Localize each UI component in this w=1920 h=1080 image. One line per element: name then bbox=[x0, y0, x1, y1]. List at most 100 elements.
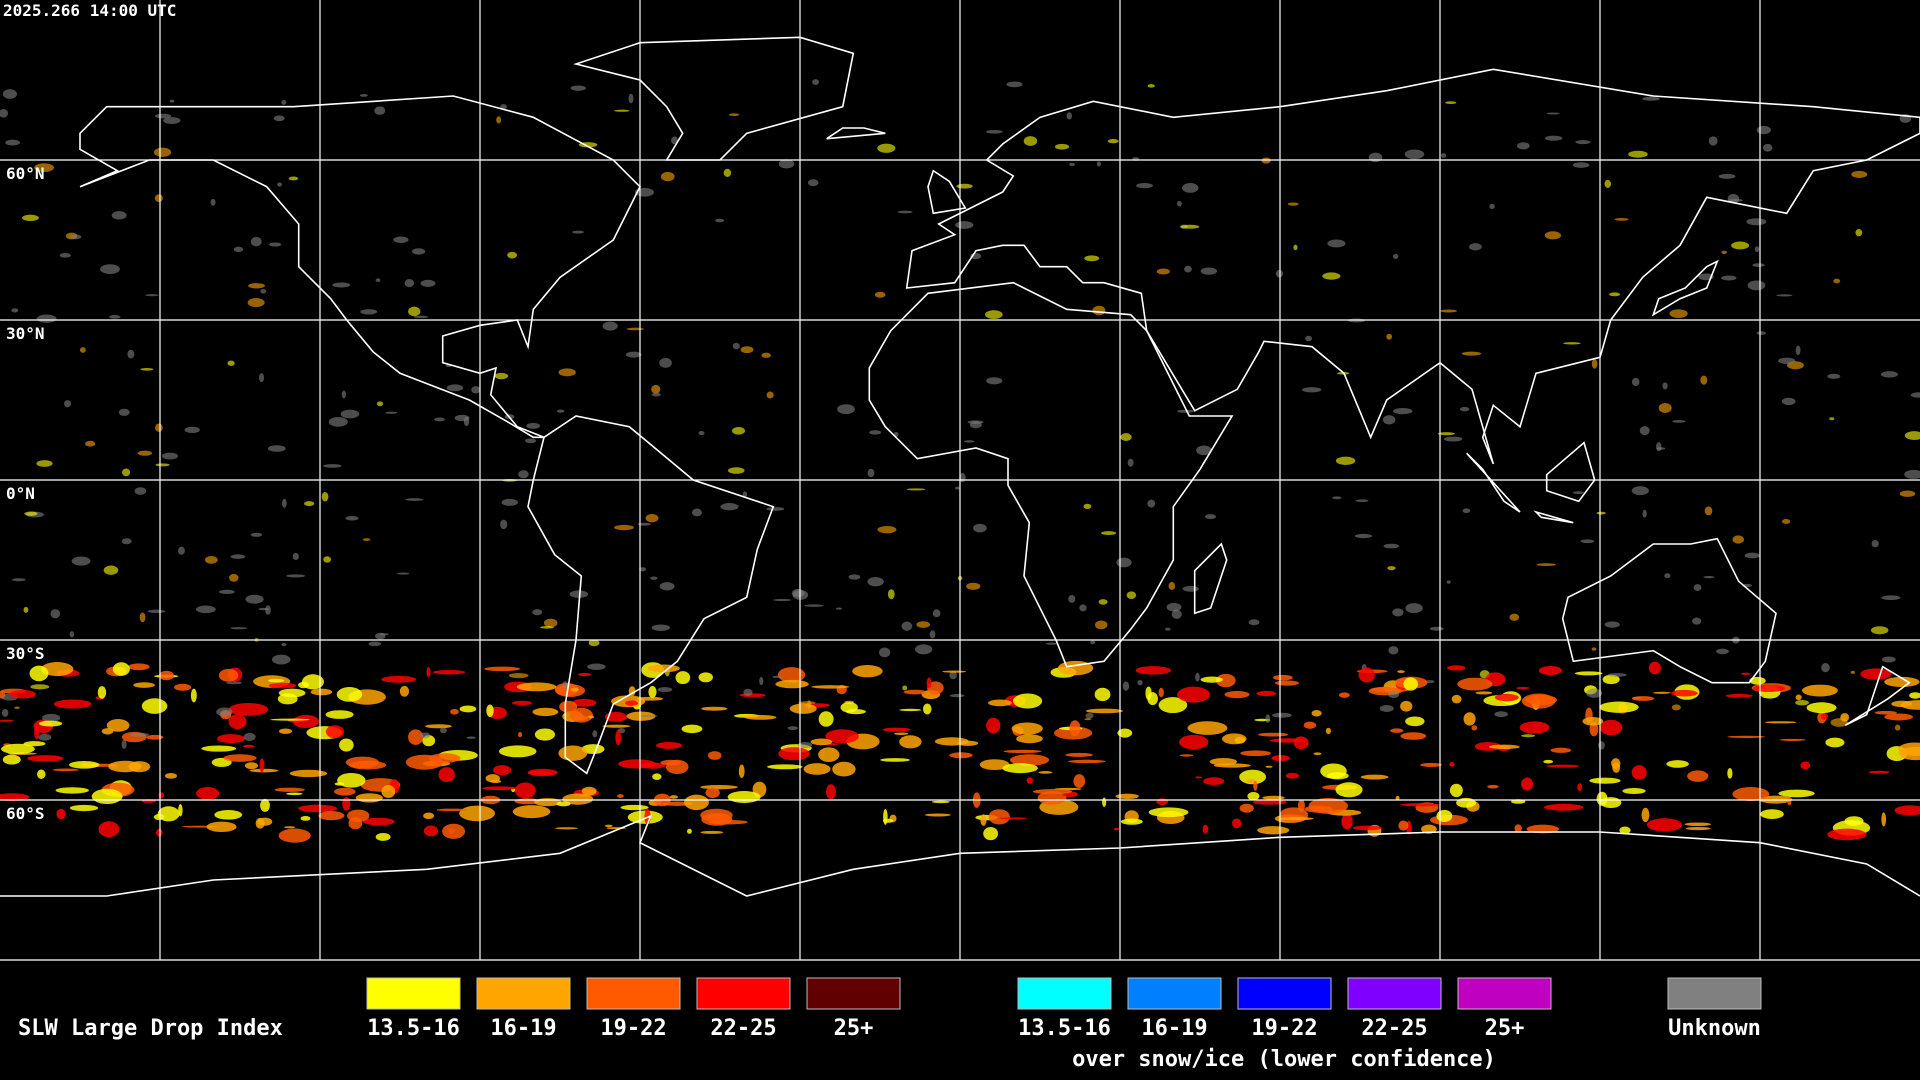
cloud-patch bbox=[1544, 135, 1563, 141]
cloud-patch bbox=[1147, 499, 1156, 508]
cloud-patch bbox=[932, 609, 941, 618]
cloud-patch bbox=[1802, 684, 1838, 697]
cloud-patch bbox=[1840, 713, 1850, 722]
cloud-patch bbox=[1180, 224, 1200, 229]
cloud-patch bbox=[325, 710, 354, 719]
cloud-patch bbox=[1165, 627, 1171, 631]
coastline bbox=[826, 127, 886, 140]
cloud-patch bbox=[1303, 721, 1317, 729]
coastline bbox=[1193, 542, 1228, 615]
cloud-patch bbox=[701, 706, 728, 711]
cloud-patch bbox=[52, 768, 79, 772]
cloud-patch bbox=[121, 739, 127, 749]
cloud-patch bbox=[882, 727, 911, 732]
cloud-patch bbox=[22, 214, 39, 222]
cloud-patch bbox=[496, 116, 502, 124]
legend-swatch bbox=[586, 977, 681, 1010]
cloud-patch bbox=[602, 321, 618, 331]
cloud-patch bbox=[1572, 491, 1585, 494]
cloud-patch bbox=[336, 687, 363, 702]
cloud-patch bbox=[404, 279, 415, 288]
cloud-patch bbox=[720, 503, 739, 511]
cloud-patch bbox=[174, 683, 192, 691]
cloud-patch bbox=[288, 176, 299, 181]
cloud-patch bbox=[1045, 642, 1058, 645]
legend-label: 25+ bbox=[1485, 1016, 1525, 1041]
cloud-patch bbox=[1355, 499, 1369, 502]
cloud-patch bbox=[514, 782, 536, 799]
cloud-patch bbox=[1732, 787, 1770, 802]
cloud-patch bbox=[425, 724, 452, 729]
cloud-patch bbox=[459, 805, 495, 822]
cloud-patch bbox=[604, 711, 627, 722]
cloud-patch bbox=[1216, 673, 1236, 688]
cloud-patch bbox=[1302, 387, 1322, 393]
cloud-patch bbox=[1628, 150, 1648, 158]
cloud-patch bbox=[1085, 708, 1123, 714]
legend-label: 19-22 bbox=[600, 1016, 666, 1041]
cloud-patch bbox=[1489, 203, 1495, 210]
cloud-patch bbox=[684, 794, 709, 811]
cloud-patch bbox=[985, 310, 1003, 319]
cloud-patch bbox=[1904, 469, 1920, 479]
cloud-patch bbox=[1580, 539, 1595, 544]
cloud-patch bbox=[1069, 720, 1081, 737]
cloud-patch bbox=[1685, 826, 1711, 831]
cloud-patch bbox=[848, 574, 861, 580]
cloud-patch bbox=[1113, 827, 1120, 831]
cloud-patch bbox=[2, 89, 17, 99]
cloud-patch bbox=[1880, 371, 1898, 378]
cloud-patch bbox=[1509, 613, 1520, 621]
cloud-patch bbox=[1827, 373, 1841, 379]
cloud-patch bbox=[929, 630, 936, 639]
cloud-patch bbox=[140, 368, 154, 371]
cloud-patch bbox=[1195, 672, 1200, 682]
cloud-patch bbox=[618, 759, 656, 769]
cloud-patch bbox=[1451, 694, 1462, 704]
cloud-patch bbox=[665, 759, 689, 775]
cloud-patch bbox=[281, 643, 287, 647]
cloud-patch bbox=[1910, 392, 1920, 398]
cloud-patch bbox=[761, 352, 771, 358]
legend-swatch bbox=[1667, 977, 1762, 1010]
cloud-patch bbox=[442, 823, 466, 839]
cloud-patch bbox=[1669, 309, 1688, 318]
cloud-patch bbox=[381, 784, 396, 798]
cloud-patch bbox=[1354, 533, 1373, 539]
cloud-patch bbox=[1311, 710, 1322, 717]
cloud-patch bbox=[899, 735, 922, 749]
cloud-patch bbox=[1874, 710, 1897, 715]
cloud-patch bbox=[639, 567, 647, 572]
cloud-patch bbox=[340, 409, 360, 419]
cloud-patch bbox=[79, 347, 86, 353]
cloud-patch bbox=[518, 732, 523, 738]
cloud-patch bbox=[1521, 777, 1534, 791]
cloud-patch bbox=[556, 409, 565, 413]
cloud-patch bbox=[423, 825, 439, 837]
cloud-patch bbox=[1526, 824, 1559, 834]
cloud-patch bbox=[1003, 749, 1042, 754]
cloud-patch bbox=[304, 501, 315, 507]
cloud-patch bbox=[1026, 777, 1034, 784]
legend-swatch bbox=[476, 977, 571, 1010]
cloud-patch bbox=[1900, 700, 1920, 710]
cloud-patch bbox=[988, 809, 1010, 825]
cloud-patch bbox=[420, 732, 431, 739]
cloud-patch bbox=[931, 800, 950, 804]
cloud-patch bbox=[1692, 617, 1702, 625]
cloud-patch bbox=[230, 627, 248, 630]
cloud-patch bbox=[559, 700, 578, 713]
cloud-patch bbox=[269, 242, 282, 247]
legend-label: 19-22 bbox=[1251, 1016, 1317, 1041]
cloud-patch bbox=[1599, 719, 1623, 736]
cloud-patch bbox=[812, 79, 819, 86]
cloud-patch bbox=[249, 768, 279, 773]
cloud-patch bbox=[122, 468, 131, 477]
cloud-patch bbox=[1520, 734, 1536, 738]
cloud-patch bbox=[1147, 84, 1155, 88]
cloud-patch bbox=[1881, 812, 1887, 827]
cloud-patch bbox=[498, 745, 537, 758]
cloud-patch bbox=[766, 391, 774, 399]
cloud-patch bbox=[1746, 218, 1767, 226]
legend-label: 16-19 bbox=[490, 1016, 556, 1041]
